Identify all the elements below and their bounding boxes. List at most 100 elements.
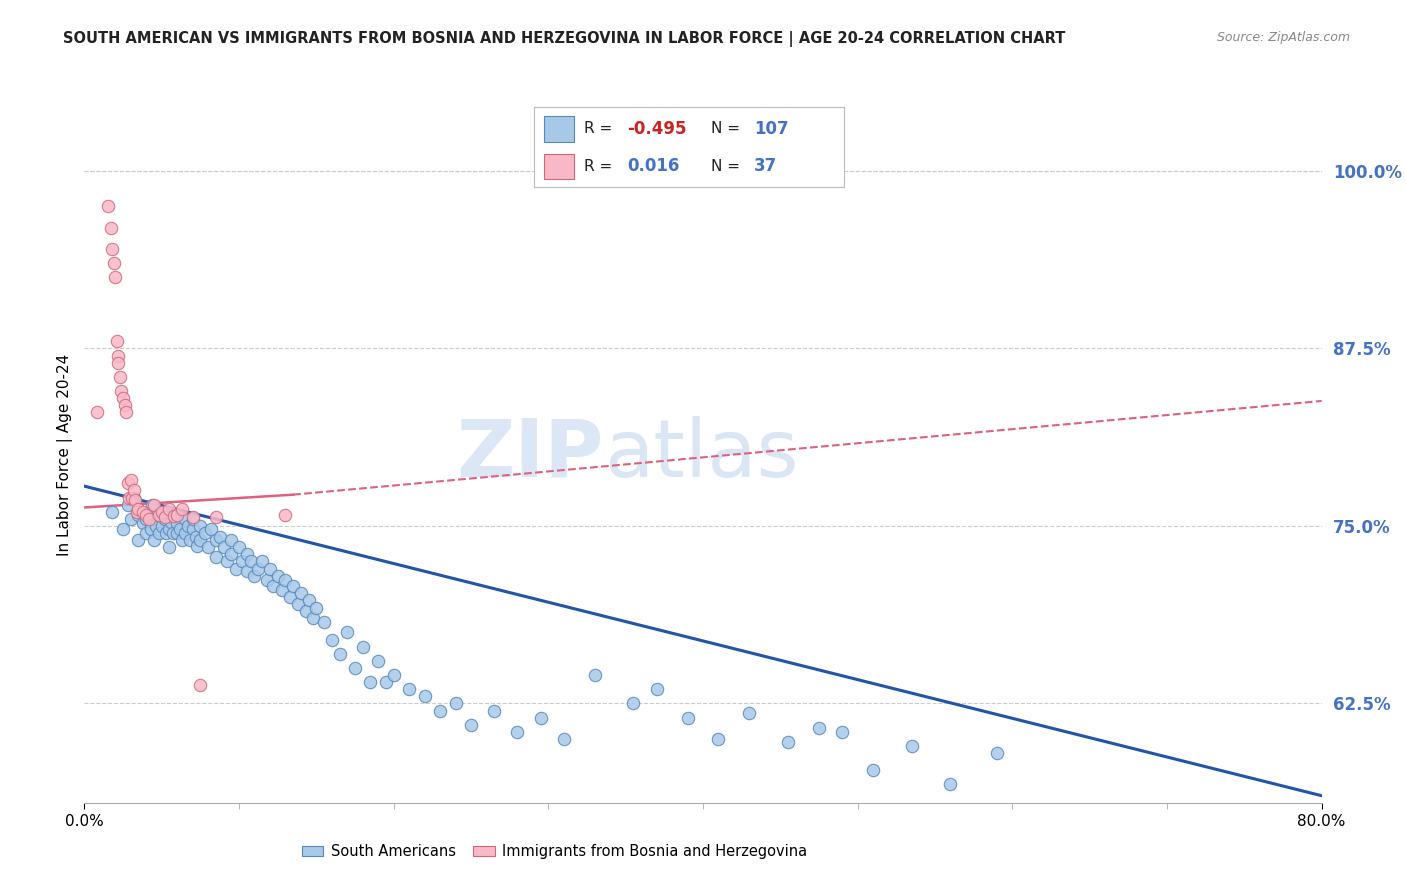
Point <box>235 565 259 579</box>
Point <box>297 592 319 607</box>
Point <box>146 508 169 522</box>
Point <box>110 384 132 398</box>
Point <box>231 554 253 568</box>
Point <box>225 561 247 575</box>
Point <box>135 512 157 526</box>
Text: 37: 37 <box>754 158 778 176</box>
Point <box>124 493 146 508</box>
Point <box>181 510 204 524</box>
Point <box>529 710 551 724</box>
Point <box>163 508 186 523</box>
Point <box>328 647 352 661</box>
Point <box>120 512 142 526</box>
Y-axis label: In Labor Force | Age 20-24: In Labor Force | Age 20-24 <box>58 354 73 556</box>
Point <box>278 590 301 604</box>
Point <box>205 533 228 548</box>
Point <box>215 554 238 568</box>
Text: Source: ZipAtlas.com: Source: ZipAtlas.com <box>1216 31 1350 45</box>
Point <box>553 731 575 746</box>
Point <box>228 540 250 554</box>
Point <box>200 522 222 536</box>
Point <box>86 405 108 419</box>
Point <box>127 508 149 522</box>
Point <box>135 526 157 541</box>
Point <box>166 526 188 541</box>
Point <box>274 508 297 522</box>
Point <box>105 334 128 349</box>
Text: 107: 107 <box>754 120 789 137</box>
Point <box>100 220 122 235</box>
Point <box>281 578 305 592</box>
Point <box>398 682 420 697</box>
Point <box>174 526 197 541</box>
Point <box>143 533 166 548</box>
Point <box>259 561 281 575</box>
Point <box>197 540 219 554</box>
Point <box>135 508 157 522</box>
Point <box>117 476 139 491</box>
Point <box>132 516 155 530</box>
Point <box>374 675 398 690</box>
Point <box>150 505 173 519</box>
Point <box>290 585 312 599</box>
Point <box>174 512 197 526</box>
Point <box>115 405 138 419</box>
Point <box>108 369 131 384</box>
Point <box>141 498 163 512</box>
Point <box>127 533 149 548</box>
Point <box>104 270 127 285</box>
Point <box>138 505 160 519</box>
Point <box>267 568 290 582</box>
Text: -0.495: -0.495 <box>627 120 686 137</box>
Point <box>153 510 176 524</box>
Point <box>444 697 467 711</box>
Point <box>862 763 884 777</box>
Text: 0.016: 0.016 <box>627 158 679 176</box>
Point <box>163 508 186 522</box>
Point <box>212 540 235 554</box>
Point <box>112 391 135 405</box>
Point <box>205 550 228 565</box>
Point <box>188 678 211 692</box>
Point <box>125 505 148 519</box>
Text: N =: N = <box>710 159 749 174</box>
Point <box>179 533 201 548</box>
Point <box>738 706 761 721</box>
Point <box>939 777 962 791</box>
Point <box>170 501 193 516</box>
Point <box>101 242 124 256</box>
Point <box>143 498 166 512</box>
Point <box>184 530 207 544</box>
Point <box>132 505 155 519</box>
FancyBboxPatch shape <box>544 116 575 142</box>
Point <box>153 512 176 526</box>
Point <box>460 717 482 731</box>
Point <box>382 668 405 682</box>
Point <box>127 501 149 516</box>
Point <box>170 533 193 548</box>
Text: R =: R = <box>583 121 617 136</box>
Point <box>256 573 278 587</box>
FancyBboxPatch shape <box>544 153 575 179</box>
Point <box>305 601 328 615</box>
Point <box>112 522 135 536</box>
Point <box>271 582 294 597</box>
Point <box>159 540 180 554</box>
Point <box>145 519 167 533</box>
Point <box>352 640 374 654</box>
Point <box>166 508 188 522</box>
Point <box>219 533 242 548</box>
Point <box>831 724 853 739</box>
Point <box>107 356 129 370</box>
Text: N =: N = <box>710 121 744 136</box>
Point <box>707 731 730 746</box>
Point <box>360 675 382 690</box>
Point <box>103 256 125 270</box>
Point <box>181 512 204 526</box>
Point <box>205 510 228 524</box>
Point <box>986 746 1008 760</box>
Point <box>148 526 170 541</box>
Point <box>188 519 211 533</box>
Legend: South Americans, Immigrants from Bosnia and Herzegovina: South Americans, Immigrants from Bosnia … <box>295 838 813 865</box>
Point <box>186 539 208 553</box>
